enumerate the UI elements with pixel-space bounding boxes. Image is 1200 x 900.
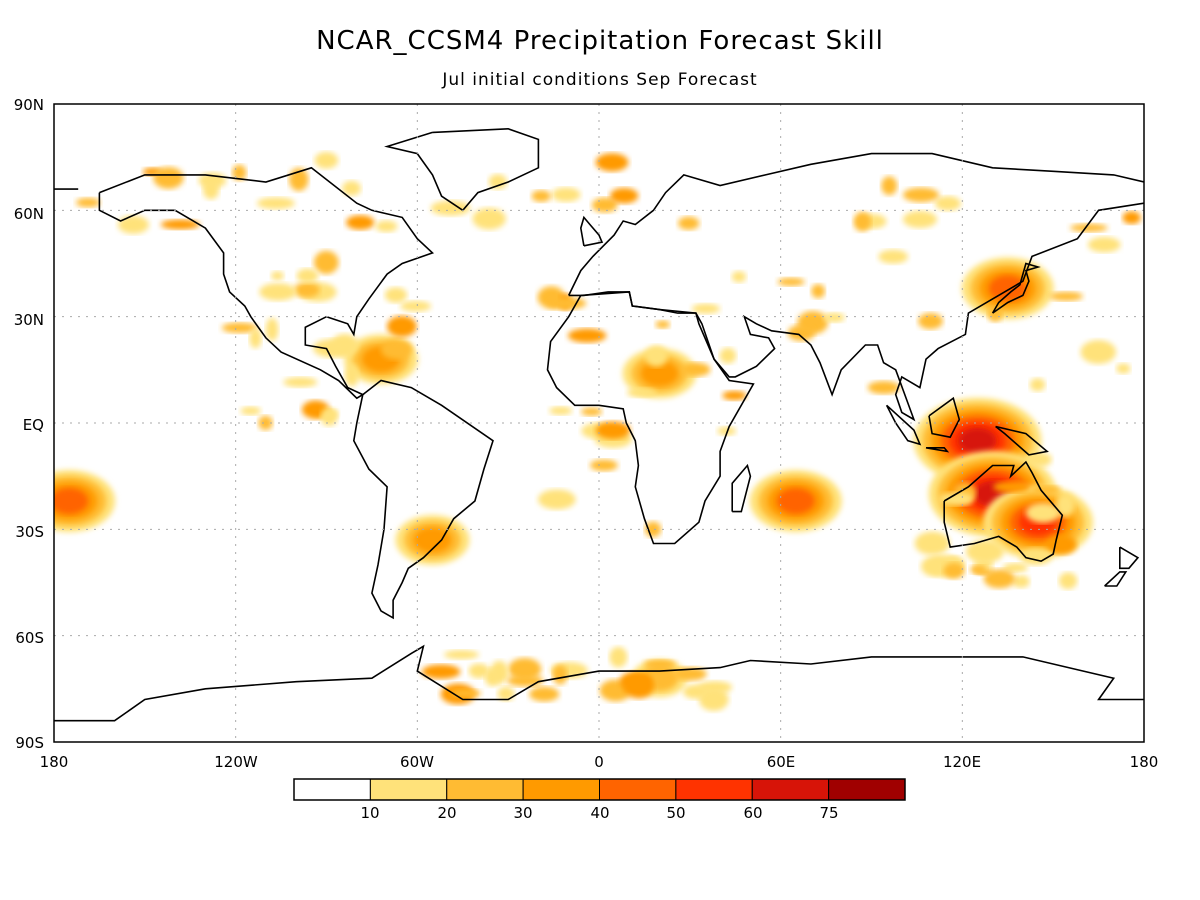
colorbar-tick-60: 60 [743, 804, 762, 822]
coastline [995, 425, 1049, 456]
colorbar-tick-20: 20 [437, 804, 456, 822]
colorbar-tick-10: 10 [360, 804, 379, 822]
colorbar-tick-50: 50 [666, 804, 685, 822]
lon-label-60e: 60E [767, 753, 796, 771]
colorbar-swatch [675, 778, 753, 801]
coastlines [54, 127, 1144, 722]
lat-label-60s: 60S [15, 629, 44, 647]
longitude-axis: 180 120W 60W 0 60E 120E 180 [40, 753, 1159, 771]
skill-region [395, 514, 470, 565]
lon-label-120e: 120E [943, 753, 981, 771]
colorbar-swatch [599, 778, 677, 801]
coastline [579, 215, 604, 247]
coastline [1104, 571, 1128, 587]
coastline [731, 463, 752, 513]
lon-label-120w: 120W [214, 753, 258, 771]
latitude-axis: 90N 60N 30N EQ 30S 60S 90S [14, 96, 44, 752]
colorbar-swatch [751, 778, 830, 801]
skill-region [54, 469, 116, 532]
skill-region [961, 257, 1054, 320]
lon-label-0: 0 [594, 753, 604, 771]
coastline [567, 152, 1144, 296]
coastline [546, 291, 755, 545]
lon-label-180e: 180 [1130, 753, 1159, 771]
colorbar-swatch [522, 778, 600, 801]
coastline [943, 460, 1064, 563]
lat-label-90n: 90N [14, 96, 44, 114]
map-title: NCAR_CCSM4 Precipitation Forecast Skill [316, 26, 884, 56]
coastline [885, 404, 922, 446]
lat-label-30n: 30N [14, 311, 44, 329]
lon-label-60w: 60W [400, 753, 434, 771]
gridlines [54, 104, 1144, 742]
coastline [925, 447, 950, 453]
colorbar-swatch [828, 778, 906, 801]
lat-label-eq: EQ [23, 416, 44, 434]
coastline [928, 396, 961, 439]
lon-label-180w: 180 [40, 753, 69, 771]
lat-label-30s: 30S [15, 523, 44, 541]
low-skill-patches [75, 151, 1141, 712]
skill-region [749, 469, 842, 532]
map-subtitle: Jul initial conditions Sep Forecast [442, 70, 758, 90]
lat-label-60n: 60N [14, 205, 44, 223]
colorbar: 10 20 30 40 50 60 75 [293, 778, 906, 822]
coastline [991, 262, 1041, 314]
colorbar-tick-75: 75 [819, 804, 838, 822]
skill-region [622, 348, 697, 399]
colorbar-swatch [293, 778, 371, 801]
coastline [98, 166, 435, 400]
lat-label-90s: 90S [15, 734, 44, 752]
coastline [54, 644, 1144, 722]
colorbar-swatch [369, 778, 448, 801]
coastline [384, 127, 540, 212]
skill-shading-layer [54, 151, 1141, 712]
map-frame [53, 103, 1145, 743]
colorbar-tick-40: 40 [590, 804, 609, 822]
colorbar-tick-30: 30 [513, 804, 532, 822]
coastline [352, 379, 494, 620]
colorbar-swatch [446, 778, 524, 801]
coastline [1119, 546, 1140, 570]
